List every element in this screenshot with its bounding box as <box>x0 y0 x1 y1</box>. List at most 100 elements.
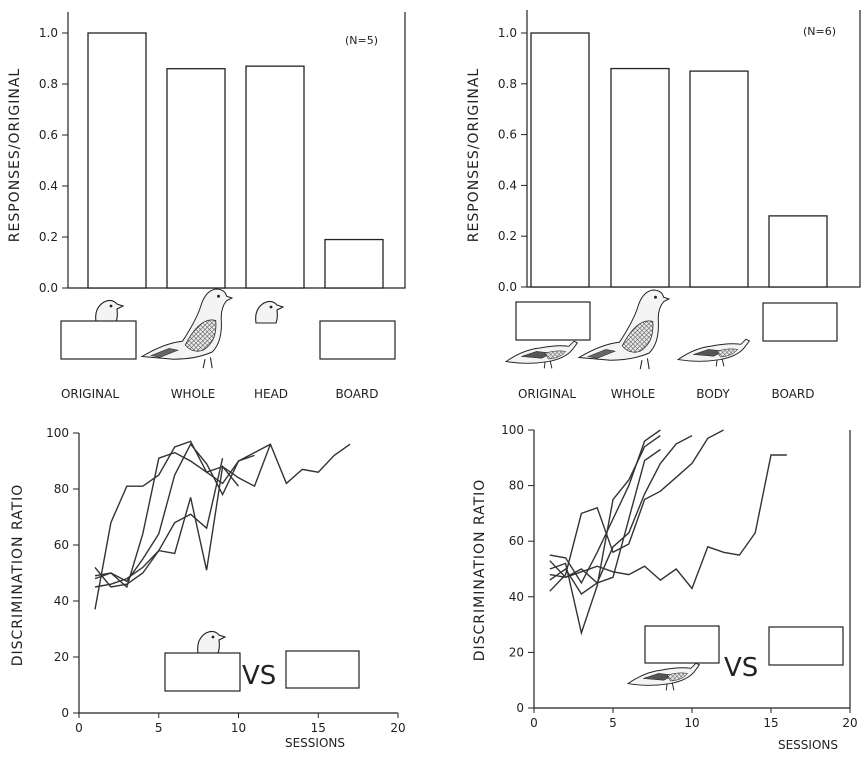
y-tick-label: 100 <box>501 423 524 437</box>
y-axis-label: DISCRIMINATION RATIO <box>10 484 26 667</box>
series-line <box>549 434 693 595</box>
y-tick-label: 0.0 <box>39 281 58 295</box>
y-tick-label: 60 <box>509 534 524 548</box>
axis-ticks: 0 20 40 60 80 100 0 5 10 15 20 <box>46 426 406 735</box>
y-tick-label: 80 <box>509 479 524 493</box>
series-lines <box>94 440 351 610</box>
y-tick-label: 0.8 <box>39 77 58 91</box>
y-tick-label: 1.0 <box>498 26 517 40</box>
whole-pigeon-icon <box>578 289 670 370</box>
bar-chart-head: RESPONSES/ORIGINAL 0.0 0.2 0.4 0.6 0.8 1.0 (N… <box>7 12 406 401</box>
y-tick-label: 0.4 <box>498 178 517 192</box>
stimulus-comparison: VS <box>164 630 360 692</box>
x-axis-label: SESSIONS <box>778 738 838 752</box>
bar <box>166 68 226 289</box>
y-tick-label: 20 <box>509 645 524 659</box>
category-label: ORIGINAL <box>61 387 119 401</box>
y-tick-label: 100 <box>46 426 69 440</box>
pigeon-head-icon <box>255 300 284 324</box>
vs-label: VS <box>242 661 276 691</box>
y-tick-label: 0 <box>516 701 524 715</box>
x-tick-label: 0 <box>530 716 538 730</box>
pigeon-body-icon <box>677 338 750 367</box>
x-tick-label: 15 <box>311 721 326 735</box>
board-icon <box>644 625 720 664</box>
category-label: WHOLE <box>611 387 656 401</box>
y-tick-label: 0.4 <box>39 179 58 193</box>
y-tick-label: 0.8 <box>498 77 517 91</box>
sample-size-annotation: (N=6) <box>803 25 836 38</box>
y-tick-label: 0.6 <box>498 128 517 142</box>
series-line <box>549 454 787 590</box>
bar <box>324 238 384 289</box>
y-axis-label: RESPONSES/ORIGINAL <box>466 68 482 242</box>
x-tick-label: 5 <box>155 721 163 735</box>
x-tick-label: 0 <box>75 721 83 735</box>
bar <box>245 65 305 289</box>
y-tick-label: 80 <box>54 482 69 496</box>
board-icon <box>768 626 844 666</box>
x-tick-label: 15 <box>763 716 778 730</box>
board-icon <box>164 652 241 692</box>
pigeon-head-icon <box>95 299 124 323</box>
y-tick-label: 0.2 <box>498 229 517 243</box>
stimulus-original <box>505 301 591 369</box>
x-tick-label: 5 <box>609 716 617 730</box>
axis-ticks: 0 20 40 60 80 100 0 5 10 15 20 <box>501 423 858 730</box>
board-icon <box>285 650 360 689</box>
series-line <box>94 443 351 589</box>
axis-frame <box>67 12 406 289</box>
bar <box>689 70 749 288</box>
y-axis-ticks: 0.0 0.2 0.4 0.6 0.8 1.0 <box>39 26 68 295</box>
vs-label: VS <box>724 653 758 683</box>
series-line <box>549 429 661 585</box>
y-tick-label: 0.2 <box>39 230 58 244</box>
line-chart-body: DISCRIMINATION RATIO 0 20 40 60 80 100 0 5 10 15 2… <box>472 423 858 752</box>
board-icon <box>319 320 396 360</box>
series-line <box>94 440 272 610</box>
bars <box>87 32 384 289</box>
bars <box>530 32 828 288</box>
series-line <box>94 464 240 588</box>
whole-pigeon-icon <box>141 288 233 369</box>
y-tick-label: 0.6 <box>39 128 58 142</box>
board-icon <box>762 302 838 342</box>
bar <box>610 67 670 288</box>
board-icon <box>60 320 137 360</box>
x-tick-label: 10 <box>231 721 246 735</box>
bar <box>87 32 147 289</box>
x-tick-label: 20 <box>842 716 857 730</box>
series-line <box>549 448 661 584</box>
pigeon-body-icon <box>627 662 700 691</box>
bar <box>768 215 828 288</box>
category-label: HEAD <box>254 387 288 401</box>
board-icon <box>515 301 591 341</box>
category-label: BOARD <box>771 387 814 401</box>
line-chart-head: DISCRIMINATION RATIO 0 20 40 60 80 100 0 5 10 15 2… <box>10 426 406 750</box>
x-tick-label: 10 <box>684 716 699 730</box>
y-tick-label: 0 <box>61 706 69 720</box>
pigeon-body-icon <box>505 340 578 369</box>
bar <box>530 32 590 288</box>
series-line <box>549 429 724 592</box>
x-tick-label: 20 <box>390 721 405 735</box>
series-line <box>94 442 255 583</box>
series-line <box>94 458 224 588</box>
stimulus-original <box>60 299 137 360</box>
stimulus-comparison: VS <box>627 625 844 691</box>
x-axis-label: SESSIONS <box>285 736 345 750</box>
y-tick-label: 40 <box>509 590 524 604</box>
category-label: BODY <box>696 387 730 401</box>
y-tick-label: 1.0 <box>39 26 58 40</box>
series-lines <box>549 429 787 636</box>
category-label: ORIGINAL <box>518 387 576 401</box>
y-axis-ticks: 0.0 0.2 0.4 0.6 0.8 1.0 <box>498 26 527 294</box>
bar-chart-body: RESPONSES/ORIGINAL 0.0 0.2 0.4 0.6 0.8 1.0 (N… <box>466 10 861 401</box>
y-tick-label: 0.0 <box>498 280 517 294</box>
sample-size-annotation: (N=5) <box>345 34 378 47</box>
y-axis-label: DISCRIMINATION RATIO <box>472 479 488 662</box>
y-tick-label: 60 <box>54 538 69 552</box>
y-tick-label: 40 <box>54 594 69 608</box>
category-label: WHOLE <box>171 387 216 401</box>
